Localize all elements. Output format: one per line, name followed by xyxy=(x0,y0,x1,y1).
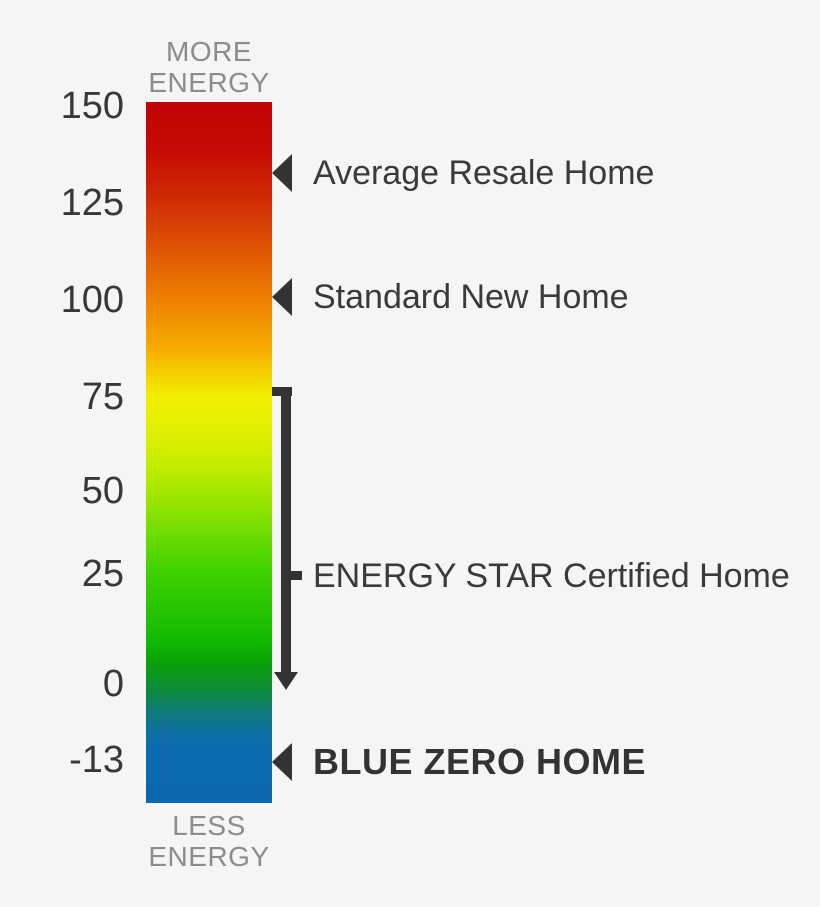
tick-0: 0 xyxy=(102,663,124,705)
marker-label-energy-star: ENERGY STAR Certified Home xyxy=(313,557,790,595)
left-arrow-icon xyxy=(272,743,292,781)
marker-average-resale-home: Average Resale Home xyxy=(272,152,654,194)
energy-gradient-bar xyxy=(146,102,272,803)
marker-label: BLUE ZERO HOME xyxy=(313,741,647,782)
less-energy-label: LESS ENERGY xyxy=(148,810,270,872)
tick-25: 25 xyxy=(81,553,124,595)
bracket-mid-tick xyxy=(281,571,302,580)
tick-75: 75 xyxy=(81,376,124,418)
tick-minus-13: -13 xyxy=(69,739,124,781)
tick-125: 125 xyxy=(60,182,124,224)
tick-50: 50 xyxy=(81,470,124,512)
marker-label: Standard New Home xyxy=(313,277,629,316)
tick-150: 150 xyxy=(60,85,124,127)
down-arrow-icon xyxy=(274,672,298,690)
left-arrow-icon xyxy=(272,154,292,192)
tick-100: 100 xyxy=(60,279,124,321)
left-arrow-icon xyxy=(272,278,292,316)
marker-blue-zero-home: BLUE ZERO HOME xyxy=(272,741,646,783)
more-energy-label: MORE ENERGY xyxy=(148,36,270,98)
marker-label: Average Resale Home xyxy=(313,153,655,192)
marker-standard-new-home: Standard New Home xyxy=(272,276,629,318)
bracket-stem xyxy=(281,387,291,672)
